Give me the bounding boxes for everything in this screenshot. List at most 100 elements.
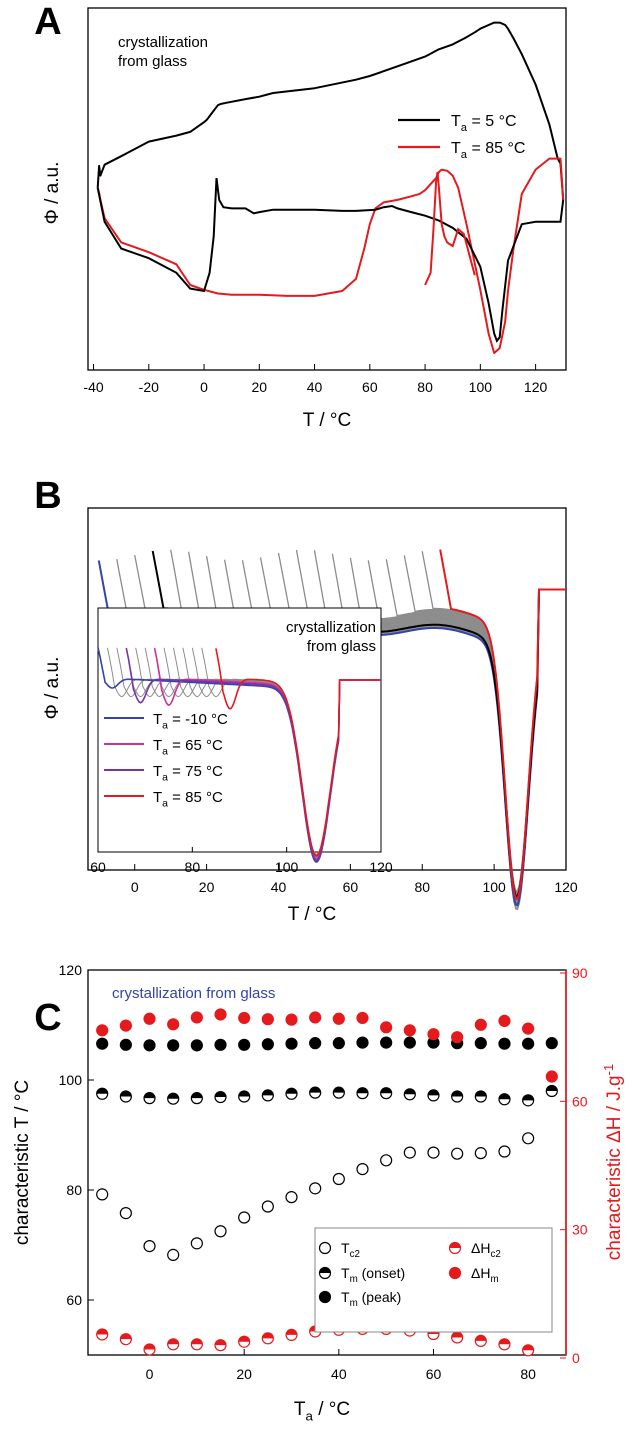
- data-point-filled: [285, 1037, 298, 1050]
- panel-b-frame: [87, 507, 567, 871]
- panel-c-legend-label: ΔHc2: [471, 1240, 501, 1260]
- panel-c-annotation: crystallization from glass: [112, 985, 275, 1002]
- panel-c-y2-tick-label: 0: [572, 1350, 580, 1366]
- panel-a-tick-label: 100: [469, 379, 493, 395]
- data-point-filled: [356, 1011, 369, 1025]
- panel-b-inset-tick-label: 120: [369, 859, 393, 875]
- panel-c-ylabel: characteristic T / °C: [12, 1080, 33, 1245]
- data-point-half-fill: [427, 1089, 439, 1096]
- panel-c-series-Tm-peak-: [96, 1036, 558, 1052]
- data-point-half-fill: [144, 1343, 156, 1350]
- data-point-filled: [214, 1008, 227, 1021]
- data-point-half-fill: [215, 1091, 227, 1098]
- panel-b-inset-legend-label: Ta = 65 °C: [153, 737, 223, 758]
- panel-a-tick-label: 0: [200, 379, 208, 395]
- data-point-filled: [545, 1037, 558, 1050]
- panel-a-tick-label: -20: [139, 379, 159, 395]
- panel-c-y-tick-label: 120: [59, 962, 83, 978]
- data-point-open: [474, 1147, 487, 1160]
- data-point-filled: [238, 1038, 251, 1051]
- panel-c-x-tick-label: 60: [426, 1366, 442, 1382]
- panel-b-tick-label: 120: [554, 879, 578, 895]
- data-point-filled: [332, 1037, 345, 1050]
- panel-a-frame: [87, 7, 567, 371]
- data-point-half-fill: [262, 1332, 274, 1339]
- data-point-half-fill: [522, 1094, 534, 1101]
- data-point-open: [356, 1162, 369, 1176]
- panel-c-xlabel: Ta / °C: [294, 1399, 350, 1424]
- data-point-open: [96, 1188, 109, 1201]
- panel-b-gray-trace: [367, 560, 566, 896]
- panel-c-x-tick-label: 20: [236, 1366, 252, 1382]
- data-point-open: [261, 1200, 274, 1213]
- data-point-open: [380, 1154, 393, 1167]
- data-point-half-fill: [167, 1093, 179, 1099]
- data-point-filled: [190, 1039, 203, 1052]
- data-point-filled: [309, 1037, 322, 1050]
- panel-c-y-tick-label: 80: [66, 1182, 82, 1198]
- panel-a-annotation-line2: from glass: [118, 53, 187, 70]
- panel-a-ylabel: Φ / a.u.: [42, 162, 63, 225]
- data-point-half-fill: [286, 1088, 298, 1094]
- panel-a-series-line-black-lower: [96, 177, 565, 343]
- data-point-open: [167, 1248, 180, 1262]
- data-point-filled: [545, 1070, 558, 1083]
- panel-a-tick-label: -40: [83, 379, 103, 395]
- data-point-open: [451, 1147, 464, 1160]
- panel-b-ylabel: Φ / a.u.: [42, 657, 63, 720]
- data-point-filled: [403, 1024, 416, 1037]
- data-point-filled: [474, 1037, 487, 1050]
- panel-b-inset-legend-label: Ta = -10 °C: [153, 711, 228, 732]
- panel-b-tick-label: 20: [199, 879, 215, 895]
- panel-c-series-Tc2: [96, 1132, 535, 1262]
- data-point-filled: [167, 1039, 180, 1052]
- panel-c-y-tick-label: 60: [66, 1292, 82, 1308]
- data-point-half-fill: [498, 1093, 510, 1100]
- data-point-open: [427, 1146, 440, 1159]
- panel-letter-a: A: [34, 1, 61, 43]
- data-point-half-fill: [404, 1088, 416, 1095]
- panel-c-y2-tick-label: 30: [572, 1222, 588, 1238]
- data-point-half-fill: [309, 1087, 321, 1093]
- data-point-half-fill: [451, 1091, 463, 1097]
- data-point-half-fill: [498, 1338, 510, 1345]
- panel-b-inset-annotation-line2: from glass: [307, 638, 376, 655]
- data-point-half-fill: [451, 1331, 463, 1338]
- panel-b-inset-tick-label: 80: [185, 859, 201, 875]
- panel-a-tick-label: 20: [252, 379, 268, 395]
- panel-c-x-tick-label: 0: [146, 1366, 154, 1382]
- data-point-filled: [403, 1036, 416, 1049]
- panel-c-x-tick-label: 80: [520, 1366, 536, 1382]
- data-point-half-fill: [475, 1091, 487, 1097]
- data-point-half-fill: [215, 1339, 227, 1346]
- data-point-half-fill: [96, 1328, 108, 1335]
- panel-b-red-trace: [439, 549, 566, 901]
- panel-a-legend-label: Ta = 5 °C: [451, 113, 517, 134]
- data-point-filled: [380, 1021, 393, 1034]
- panel-c-y2label: characteristic ΔH / J.g-1: [601, 1064, 625, 1260]
- data-point-filled: [498, 1014, 511, 1028]
- data-point-half-fill: [319, 1267, 331, 1273]
- panel-letter-c: C: [34, 997, 61, 1039]
- data-point-filled: [356, 1036, 369, 1049]
- data-point-half-fill: [356, 1087, 368, 1094]
- data-point-half-fill: [522, 1344, 534, 1351]
- data-point-open: [214, 1225, 227, 1238]
- data-point-half-fill: [546, 1085, 558, 1091]
- panel-a-tick-label: 40: [307, 379, 323, 395]
- data-point-half-fill: [449, 1242, 461, 1248]
- panel-a-series-line-red-spike: [424, 171, 476, 286]
- data-point-half-fill: [262, 1089, 274, 1096]
- data-point-half-fill: [191, 1092, 203, 1099]
- panel-c-y2-tick-label: 90: [572, 965, 588, 981]
- panel-c-y-tick-label: 100: [59, 1072, 83, 1088]
- data-point-half-fill: [333, 1087, 345, 1093]
- panel-b-tick-label: 100: [482, 879, 506, 895]
- panel-letter-b: B: [34, 475, 61, 517]
- data-point-filled: [143, 1012, 156, 1025]
- data-point-half-fill: [380, 1087, 392, 1094]
- panel-b-tick-label: 0: [131, 879, 139, 895]
- panel-a-legend-label: Ta = 85 °C: [451, 140, 525, 161]
- panel-c-legend-label: Tm (peak): [341, 1289, 401, 1309]
